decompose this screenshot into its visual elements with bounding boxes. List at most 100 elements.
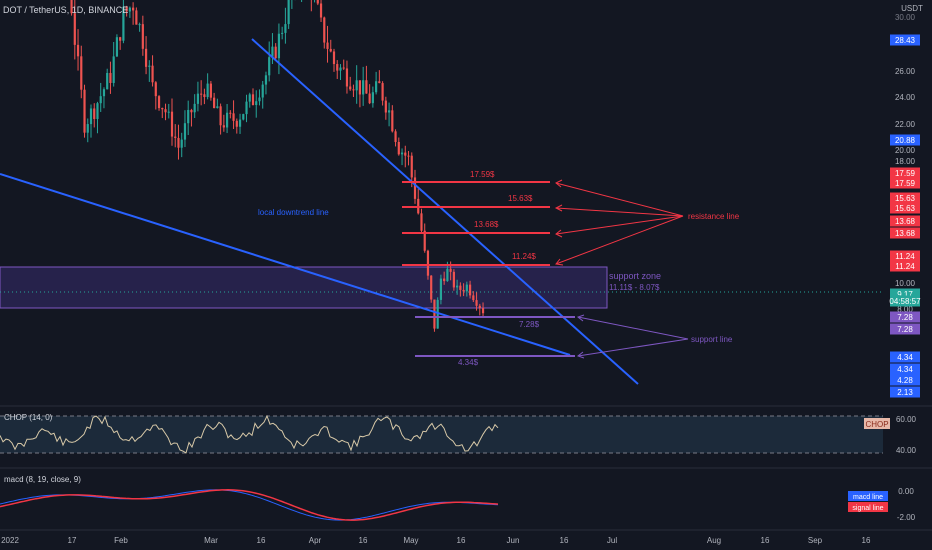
local-downtrend-line[interactable] [0,173,571,356]
time-label-2022: 2022 [1,536,19,545]
price-badge-bg [890,386,920,398]
downtrend-line[interactable] [251,38,639,385]
price-badge: 13.68 [895,217,916,226]
macd-title[interactable]: macd (8, 19, close, 9) [4,475,81,484]
candle-body [238,119,242,127]
resistance-label-15-63: 15.63$ [508,194,533,203]
price-badge: 04:58:57 [889,297,921,306]
candle-body [128,7,131,12]
chop-pane[interactable]: CHOP (14, 0) 60.00 40.00 CHOP [0,413,917,455]
candle-body [157,96,161,109]
price-tick-10: 10.00 [895,279,916,288]
candle-body [225,112,229,128]
candle-body [446,268,449,282]
candle-body [345,68,349,87]
candle-body [465,284,468,292]
chop-tick-40: 40.00 [896,446,917,455]
macd-tick-neg2: -2.00 [897,513,916,522]
candle-body [413,177,417,199]
candle-body [206,83,209,98]
candle-body [329,48,332,52]
candle-body [397,141,400,155]
candle-body [394,131,397,142]
candle-body [443,278,446,282]
candle-body [93,108,96,120]
candle-body [193,103,196,113]
macd-pane[interactable]: macd (8, 19, close, 9) 0.00 -2.00 macd l… [0,475,916,522]
price-pane[interactable]: 17.59$ 15.63$ 13.68$ 11.24$ resistance l… [0,0,883,385]
price-badge-bg [890,34,920,46]
time-label-aug: Aug [707,536,721,545]
chop-title[interactable]: CHOP (14, 0) [4,413,53,422]
candle-body [200,93,203,95]
price-badge: 4.34 [897,353,913,362]
candle-body [151,65,154,83]
time-axis[interactable]: 2022 17 Feb Mar 16 Apr 16 May 16 Jun 16 … [1,536,871,545]
price-badge-bg [890,323,920,335]
candle-body [119,37,122,41]
price-badge: 4.28 [897,376,913,385]
candle-body [323,17,326,43]
candle-body [472,295,475,301]
candle-body [391,110,394,132]
candle-body [132,7,135,11]
candle-body [358,80,362,95]
chop-band [0,416,883,453]
resistance-text: resistance line [688,212,740,221]
candle-body [86,124,89,133]
time-label-apr-16: 16 [359,536,368,545]
candle-body [112,56,115,83]
candle-body [387,110,391,113]
candle-body [287,0,290,25]
candle-body [141,24,144,49]
candle-body [83,89,86,133]
candle-body [426,250,430,276]
time-label-sep: Sep [808,536,823,545]
support-text: support line [691,335,733,344]
candle-body [371,92,374,104]
candle-body [478,305,481,309]
candle-body [475,300,478,306]
candle-body [180,139,183,148]
time-label-aug-16: 16 [761,536,770,545]
candle-body [258,97,261,102]
candle-body [167,111,170,113]
candle-body [420,213,423,231]
candles [70,0,485,332]
candle-body [452,271,455,288]
candle-body [400,152,404,155]
candle-body [144,48,148,67]
price-tick-26: 26.00 [895,67,916,76]
support-label-4-34: 4.34$ [458,358,479,367]
price-badge: 11.24 [895,262,915,271]
resistance-label-17-59: 17.59$ [470,170,495,179]
price-badge: 9.17 [897,290,913,299]
candle-body [284,24,287,33]
candle-body [219,106,222,126]
candle-body [216,106,219,109]
candle-body [336,64,339,71]
price-axis-unit: USDT [901,4,923,13]
candle-body [468,284,472,296]
price-badge: 17.59 [895,179,916,188]
candle-body [245,101,248,115]
candle-body [135,10,138,25]
candle-body [407,155,410,157]
price-axis[interactable]: USDT 30.00 26.00 24.00 22.00 20.00 18.00… [889,4,923,398]
time-label-jun-16: 16 [560,536,569,545]
support-zone-title: support zone [609,271,661,281]
symbol-title[interactable]: DOT / TetherUS, 1D, BINANCE [3,5,128,15]
price-badge-bg [890,374,920,386]
support-arrows [576,314,689,359]
candle-body [342,67,345,69]
price-badge-bg [890,134,920,146]
support-label-7-28: 7.28$ [519,320,540,329]
price-badge: 7.28 [897,313,913,322]
candle-body [203,94,206,98]
candle-body [462,289,465,292]
resistance-arrows [554,179,684,266]
candle-body [255,101,258,106]
macd-tick-0: 0.00 [898,487,914,496]
candle-body [355,80,358,91]
